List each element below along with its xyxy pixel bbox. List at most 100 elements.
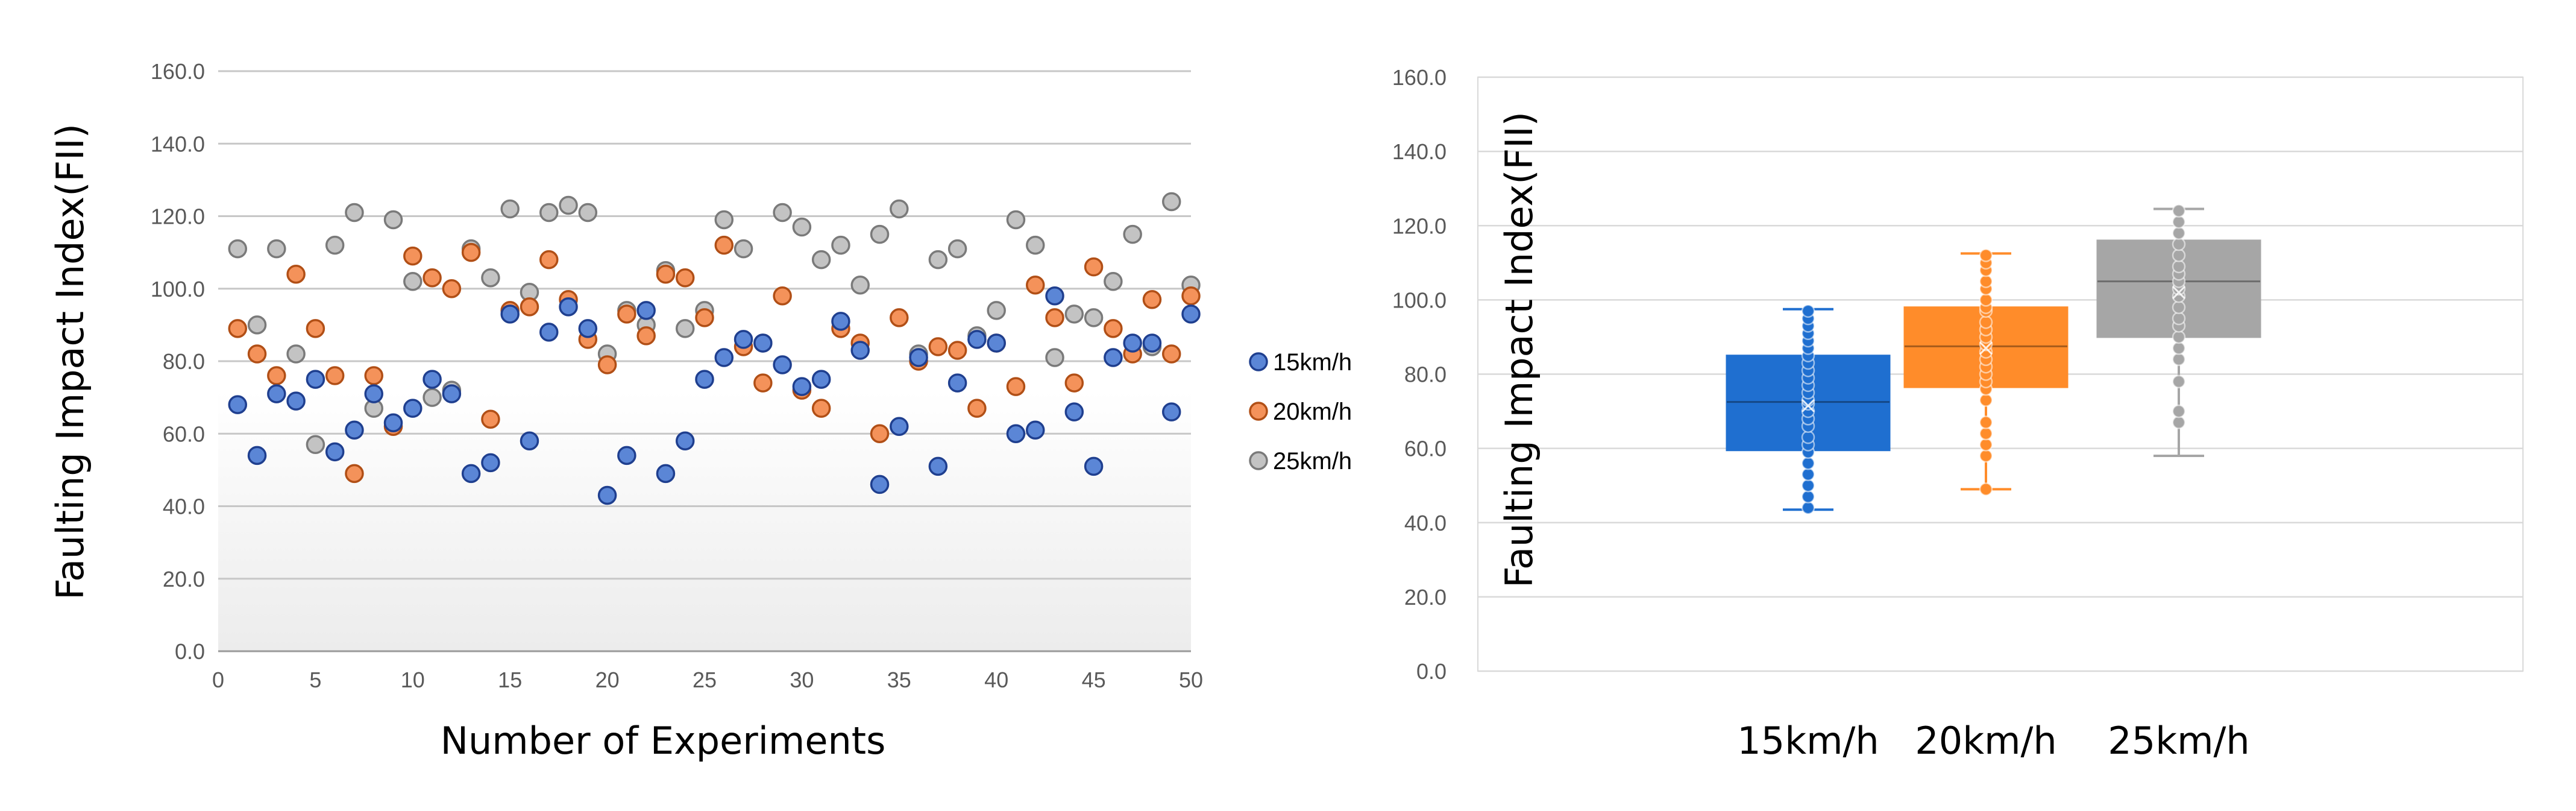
scatter-point: [1064, 373, 1084, 393]
scatter-y-tick: 100.0: [151, 277, 205, 301]
box-y-tick: 100.0: [1392, 288, 1447, 312]
scatter-point: [675, 268, 695, 288]
scatter-x-tick: 25: [693, 667, 717, 692]
box-y-tick: 80.0: [1404, 362, 1447, 387]
scatter-points: [228, 192, 1201, 505]
scatter-point: [1026, 275, 1045, 295]
scatter-point: [734, 239, 753, 259]
box-point: [1979, 293, 1993, 307]
scatter-point: [792, 377, 812, 396]
scatter-point: [890, 417, 909, 436]
scatter-point: [559, 195, 578, 215]
box-y-tick: 120.0: [1392, 213, 1447, 238]
legend-label: 25km/h: [1273, 448, 1352, 475]
scatter-point: [947, 373, 967, 393]
scatter-point: [364, 366, 383, 385]
scatter-y-tick: 120.0: [151, 204, 205, 229]
scatter-point: [403, 271, 423, 291]
scatter-point: [578, 319, 598, 338]
box-category-labels: 15km/h 20km/h 25km/h: [1737, 719, 2249, 763]
series-15km/h: [228, 286, 1201, 505]
box-point: [2172, 237, 2186, 251]
scatter-point: [617, 446, 636, 465]
scatter-point: [773, 355, 792, 374]
box-20km/h: [1903, 248, 2069, 496]
scatter-point: [539, 323, 559, 342]
scatter-point: [383, 413, 403, 432]
box-point: [1979, 393, 1993, 407]
scatter-point: [1045, 308, 1064, 327]
scatter-point: [345, 420, 364, 440]
scatter-point: [1161, 344, 1181, 364]
scatter-point: [1006, 210, 1026, 230]
scatter-point: [987, 301, 1006, 320]
scatter-point: [850, 341, 870, 360]
box-point: [2172, 226, 2186, 240]
box-mean-marker: [1801, 399, 1815, 412]
scatter-point: [306, 370, 325, 389]
scatter-point: [442, 279, 462, 298]
scatter-y-tick: 160.0: [151, 59, 205, 84]
box-y-tick: 20.0: [1404, 585, 1447, 610]
scatter-point: [481, 268, 500, 288]
box-point: [1801, 430, 1815, 444]
scatter-point: [734, 330, 753, 349]
scatter-point: [247, 446, 267, 465]
scatter-point: [890, 199, 909, 219]
scatter-x-tick: 0: [212, 667, 224, 692]
scatter-y-tick-labels: 0.0 20.0 40.0 60.0 80.0 100.0 120.0 140.0 160.0: [151, 59, 205, 664]
box-point: [1801, 304, 1815, 318]
box-y-tick: 140.0: [1392, 139, 1447, 164]
scatter-point: [1006, 424, 1026, 443]
scatter-point: [442, 384, 462, 403]
scatter-point: [967, 330, 987, 349]
scatter-point: [383, 210, 403, 230]
scatter-point: [520, 297, 539, 317]
scatter-point: [1084, 456, 1104, 476]
box-point: [2172, 204, 2186, 218]
scatter-point: [597, 485, 617, 505]
scatter-y-tick: 80.0: [163, 349, 205, 374]
box-point: [2172, 341, 2186, 355]
legend-label: 20km/h: [1273, 399, 1352, 425]
scatter-legend: 15km/h 20km/h 25km/h: [1249, 349, 1352, 475]
scatter-point: [306, 435, 325, 455]
box-category-label: 20km/h: [1915, 719, 2056, 763]
scatter-point: [1142, 290, 1162, 309]
scatter-point: [481, 453, 500, 473]
scatter-point: [1006, 377, 1026, 396]
scatter-x-tick: 35: [887, 667, 911, 692]
scatter-point: [967, 399, 987, 418]
scatter-point: [306, 319, 325, 338]
scatter-point: [870, 475, 890, 494]
box-point: [2172, 374, 2186, 389]
scatter-point: [1123, 224, 1142, 244]
scatter-point: [1026, 235, 1045, 255]
scatter-point: [539, 250, 559, 270]
box-y-tick: 0.0: [1416, 659, 1447, 684]
scatter-x-tick: 40: [984, 667, 1008, 692]
scatter-y-tick: 60.0: [163, 421, 205, 446]
box-category-label: 15km/h: [1737, 719, 1879, 763]
scatter-point: [1181, 305, 1201, 324]
scatter-point: [345, 203, 364, 222]
scatter-point: [286, 391, 306, 411]
scatter-point: [831, 235, 850, 255]
box-point: [2172, 300, 2186, 314]
box-point: [1979, 274, 1993, 288]
scatter-point: [928, 456, 948, 476]
scatter-point: [1064, 402, 1084, 421]
box-point: [1801, 456, 1815, 470]
scatter-point: [578, 203, 598, 222]
scatter-point: [947, 239, 967, 259]
box-chart: 0.020.040.060.080.0100.0120.0140.0160.0 …: [1392, 65, 2524, 763]
scatter-point: [247, 315, 267, 335]
scatter-point: [364, 384, 383, 403]
scatter-y-tick: 40.0: [163, 494, 205, 519]
scatter-point: [559, 297, 578, 317]
scatter-point: [1123, 333, 1142, 353]
scatter-point: [928, 250, 948, 270]
scatter-point: [636, 301, 656, 320]
box-y-tick: 160.0: [1392, 65, 1447, 90]
